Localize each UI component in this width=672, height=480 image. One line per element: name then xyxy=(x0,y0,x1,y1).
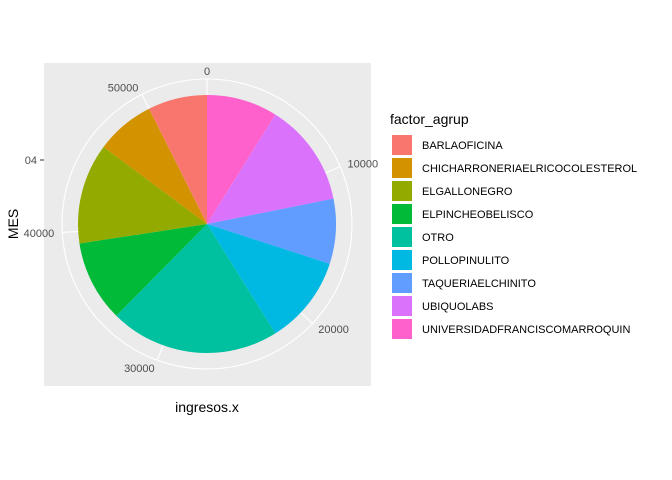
theta-tick-label: 20000 xyxy=(318,324,349,336)
legend-key-otro xyxy=(392,227,412,247)
legend-key-barlaoficina xyxy=(392,135,412,155)
y-axis-tick-label: 04 xyxy=(25,155,37,167)
pie-slice-elpincheobelisco xyxy=(79,224,207,316)
legend-key-chicharroneriaelricocolesterol xyxy=(392,158,412,178)
pie-slices xyxy=(78,95,336,353)
pie-slice-chicharroneriaelricocolesterol xyxy=(103,108,207,224)
theta-tick-label: 0 xyxy=(204,66,210,78)
legend-label-barlaoficina: BARLAOFICINA xyxy=(422,140,503,152)
theta-tick-label: 10000 xyxy=(347,158,378,170)
legend-label-ubiquolabs: UBIQUOLABS xyxy=(422,301,494,313)
legend: factor_agrup BARLAOFICINA CHICHARRONERIAE… xyxy=(390,111,637,339)
legend-key-ubiquolabs xyxy=(392,296,412,316)
x-axis-title: ingresos.x xyxy=(175,399,239,415)
pie-slice-otro xyxy=(116,224,276,353)
legend-title: factor_agrup xyxy=(390,111,469,127)
pie-slice-ubiquolabs xyxy=(207,114,334,224)
pie-slice-pollopinulito xyxy=(207,224,330,334)
pie-slice-taqueriaelchinito xyxy=(207,198,336,264)
legend-label-elpincheobelisco: ELPINCHEOBELISCO xyxy=(422,209,534,221)
legend-label-elgallonegro: ELGALLONEGRO xyxy=(422,186,513,198)
legend-key-elpincheobelisco xyxy=(392,204,412,224)
legend-key-universidadfranciscomarroquin xyxy=(392,319,412,339)
pie-slice-barlaoficina xyxy=(149,95,207,224)
legend-label-universidadfranciscomarroquin: UNIVERSIDADFRANCISCOMARROQUIN xyxy=(422,324,630,336)
theta-tick-label: 50000 xyxy=(108,82,139,94)
theta-tick-label: 30000 xyxy=(124,363,155,375)
pie-slice-elgallonegro xyxy=(78,146,208,244)
y-axis-title: MES xyxy=(5,209,21,239)
theta-tick-label: 40000 xyxy=(24,228,55,240)
legend-key-pollopinulito xyxy=(392,250,412,270)
pie-slice-universidadfranciscomarroquin xyxy=(207,95,276,224)
legend-label-pollopinulito: POLLOPINULITO xyxy=(422,255,510,267)
legend-key-elgallonegro xyxy=(392,181,412,201)
legend-label-chicharroneriaelricocolesterol: CHICHARRONERIAELRICOCOLESTEROL xyxy=(422,163,637,175)
legend-label-otro: OTRO xyxy=(422,232,454,244)
legend-key-taqueriaelchinito xyxy=(392,273,412,293)
legend-label-taqueriaelchinito: TAQUERIAELCHINITO xyxy=(422,278,536,290)
theta-tick-labels: 0 10000 20000 30000 40000 50000 xyxy=(24,66,378,375)
